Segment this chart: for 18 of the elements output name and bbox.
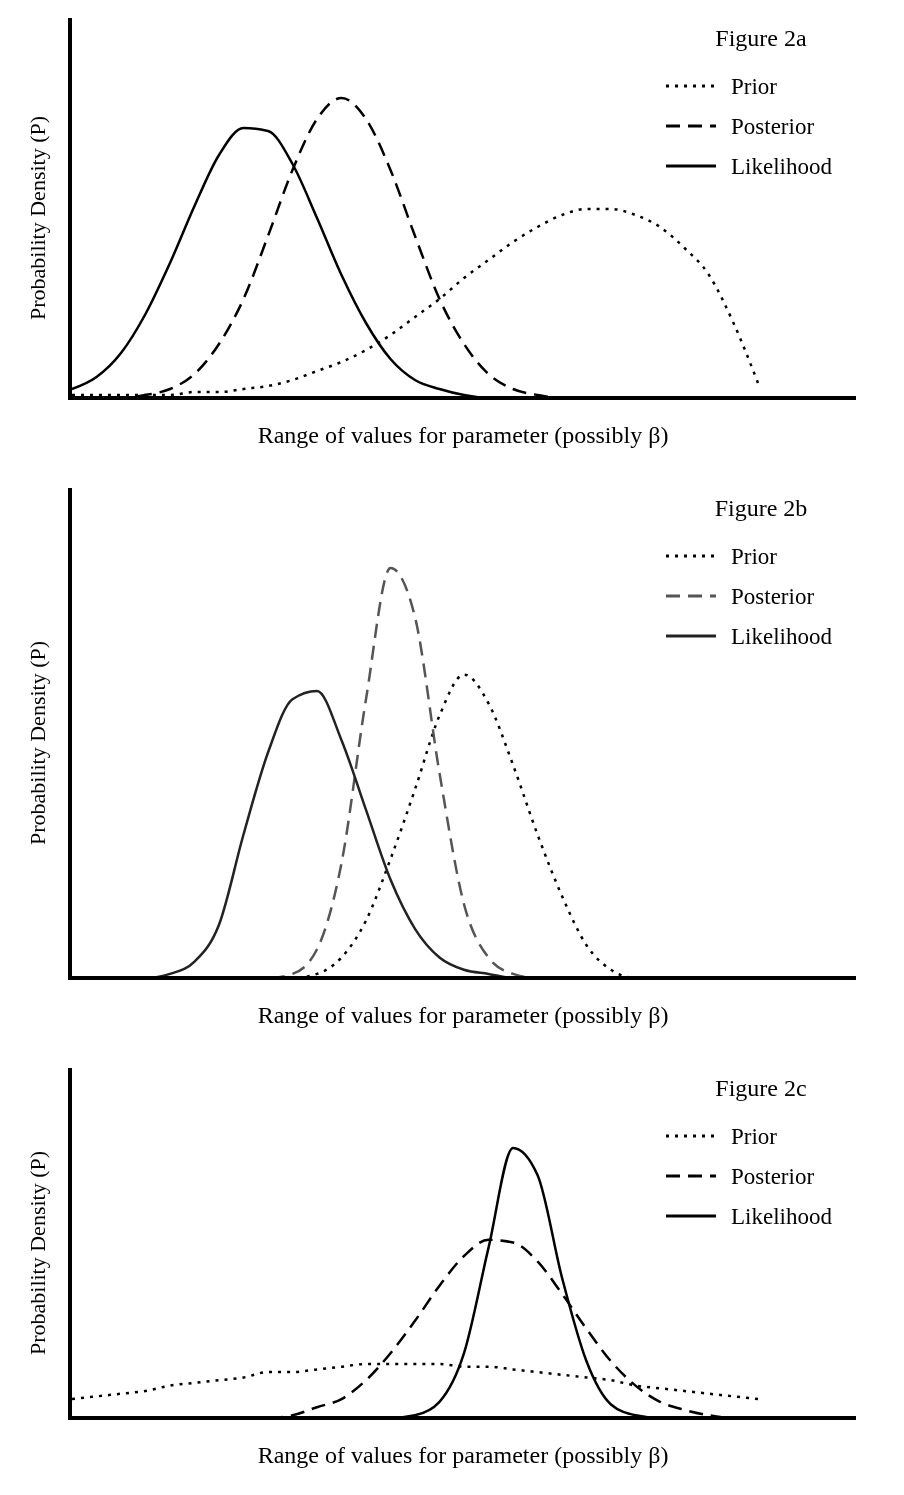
legend-label: Posterior bbox=[731, 114, 815, 139]
legend-label: Likelihood bbox=[731, 154, 833, 179]
x-axis-title: Range of values for parameter (possibly β) bbox=[257, 422, 669, 448]
legend-label: Likelihood bbox=[731, 624, 833, 649]
x-axis-title: Range of values for parameter (possibly β) bbox=[257, 1442, 669, 1468]
legend-label: Prior bbox=[731, 1124, 778, 1149]
y-axis-title: Probability Density (P) bbox=[25, 115, 50, 321]
chart-title: Figure 2b bbox=[714, 495, 808, 521]
chart-title: Figure 2c bbox=[715, 1075, 807, 1101]
legend-label: Posterior bbox=[731, 584, 815, 609]
legend-label: Prior bbox=[731, 544, 778, 569]
legend-label: Prior bbox=[731, 74, 778, 99]
legend-label: Posterior bbox=[731, 1164, 815, 1189]
y-axis-title: Probability Density (P) bbox=[25, 640, 50, 846]
x-axis-title: Range of values for parameter (possibly β) bbox=[257, 1002, 669, 1028]
chart-title: Figure 2a bbox=[715, 25, 807, 51]
y-axis-title: Probability Density (P) bbox=[25, 1150, 50, 1356]
legend-label: Likelihood bbox=[731, 1204, 833, 1229]
